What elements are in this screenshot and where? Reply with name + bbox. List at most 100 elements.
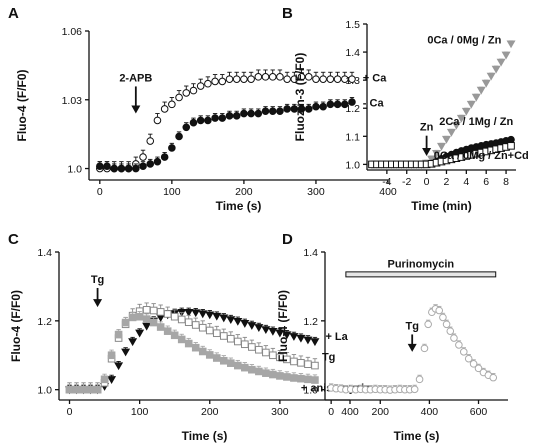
data-point <box>135 329 145 338</box>
data-point <box>168 100 176 109</box>
data-point <box>247 75 255 83</box>
data-point <box>326 75 335 83</box>
y-axis-label: Fluozin-3 (F/F0) <box>293 53 307 142</box>
data-point <box>290 75 299 83</box>
data-point <box>184 339 193 348</box>
x-tick-label: 300 <box>271 406 289 418</box>
data-point <box>175 93 183 102</box>
data-point <box>476 86 486 95</box>
data-point <box>255 345 263 354</box>
x-tick-label: 200 <box>372 406 390 418</box>
data-point <box>432 149 442 158</box>
data-point <box>297 374 305 383</box>
data-point <box>103 162 111 171</box>
data-point <box>276 73 284 81</box>
data-point <box>348 75 356 83</box>
data-point <box>297 105 306 113</box>
data-point <box>247 109 255 118</box>
data-point <box>212 354 221 362</box>
data-point <box>464 354 473 363</box>
data-point <box>114 362 124 371</box>
data-point <box>340 100 349 109</box>
x-tick-label: 6 <box>483 176 489 188</box>
panel-d: D 0 200 400 600 1.0 1.2 1.4 Time (s) Fluo-4 (F/F0… <box>276 231 508 443</box>
data-point <box>234 337 242 346</box>
annotation-label: Tg <box>405 320 418 332</box>
data-point <box>333 75 342 83</box>
data-point <box>297 73 306 81</box>
y-tick-label: 1.2 <box>303 316 318 328</box>
data-point <box>191 309 201 318</box>
series-0ca-0mg-zn-cd <box>368 142 515 169</box>
y-tick-label: 1.0 <box>345 159 360 171</box>
x-tick-label: 0 <box>67 406 73 418</box>
data-point <box>501 51 511 60</box>
x-tick-label: 8 <box>503 176 509 188</box>
data-point <box>219 332 228 340</box>
x-axis-label: Time (min) <box>411 199 471 213</box>
data-point <box>156 308 165 316</box>
data-point <box>170 331 179 340</box>
annotation-label: Tg <box>91 274 104 286</box>
data-point <box>175 132 183 141</box>
data-point <box>326 100 335 109</box>
y-axis-label: Fluo-4 (F/F0) <box>9 290 23 362</box>
data-point <box>107 376 117 384</box>
data-point <box>450 334 458 342</box>
panel-b: B -4 -2 0 2 4 6 8 1.0 1.1 1.2 1.3 1.4 1.5 Time (min) Fl… <box>282 5 529 213</box>
arrowhead <box>131 105 141 114</box>
data-point <box>304 360 312 369</box>
data-point <box>333 100 342 109</box>
data-point <box>268 73 277 81</box>
treatment-bar <box>345 271 497 278</box>
x-tick-label: 4 <box>463 176 469 188</box>
x-tick-label: 200 <box>235 186 253 198</box>
y-axis-label: Fluo-4 (F/F0) <box>15 70 29 142</box>
data-point <box>168 144 176 152</box>
data-point <box>410 385 419 394</box>
data-point <box>303 336 313 345</box>
data-point <box>163 310 172 318</box>
data-point <box>146 137 155 145</box>
data-point <box>240 320 250 328</box>
data-point <box>248 365 256 374</box>
data-point <box>117 164 126 173</box>
y-tick-label: 1.3 <box>345 75 360 87</box>
data-point <box>153 157 162 166</box>
x-tick-label: 300 <box>307 186 325 198</box>
data-point <box>290 105 299 113</box>
data-point <box>290 374 298 382</box>
data-point <box>262 369 270 377</box>
y-tick-label: 1.06 <box>62 26 83 38</box>
data-point <box>184 309 194 317</box>
data-point <box>204 116 212 125</box>
data-point <box>312 102 320 111</box>
annotation-label: 0Ca / 0Mg / Zn+Cd <box>434 150 529 162</box>
data-point <box>466 100 476 109</box>
data-point <box>461 107 471 116</box>
data-point <box>340 75 349 83</box>
data-point <box>289 333 299 341</box>
data-point <box>456 114 466 123</box>
data-point <box>234 361 242 370</box>
data-point <box>110 164 119 173</box>
data-point <box>160 105 169 113</box>
data-point <box>182 123 191 132</box>
data-point <box>241 340 249 349</box>
data-point <box>156 323 165 331</box>
data-point <box>276 107 284 116</box>
data-point <box>225 75 234 83</box>
y-tick-label: 1.0 <box>67 164 82 176</box>
y-tick-label: 1.1 <box>345 131 360 143</box>
data-point <box>128 313 137 322</box>
data-point <box>135 312 144 321</box>
panel-letter: D <box>282 231 293 248</box>
data-point <box>232 112 241 120</box>
data-point <box>86 385 95 394</box>
panel-a: A 0 100 200 300 400 1.0 1.03 1.06 Time (s) Fluo-4 … <box>8 5 397 213</box>
x-tick-label: 0 <box>424 176 430 188</box>
data-point <box>233 317 243 326</box>
data-point <box>107 351 116 360</box>
data-point <box>481 79 491 88</box>
series-anisomycin <box>65 311 319 394</box>
